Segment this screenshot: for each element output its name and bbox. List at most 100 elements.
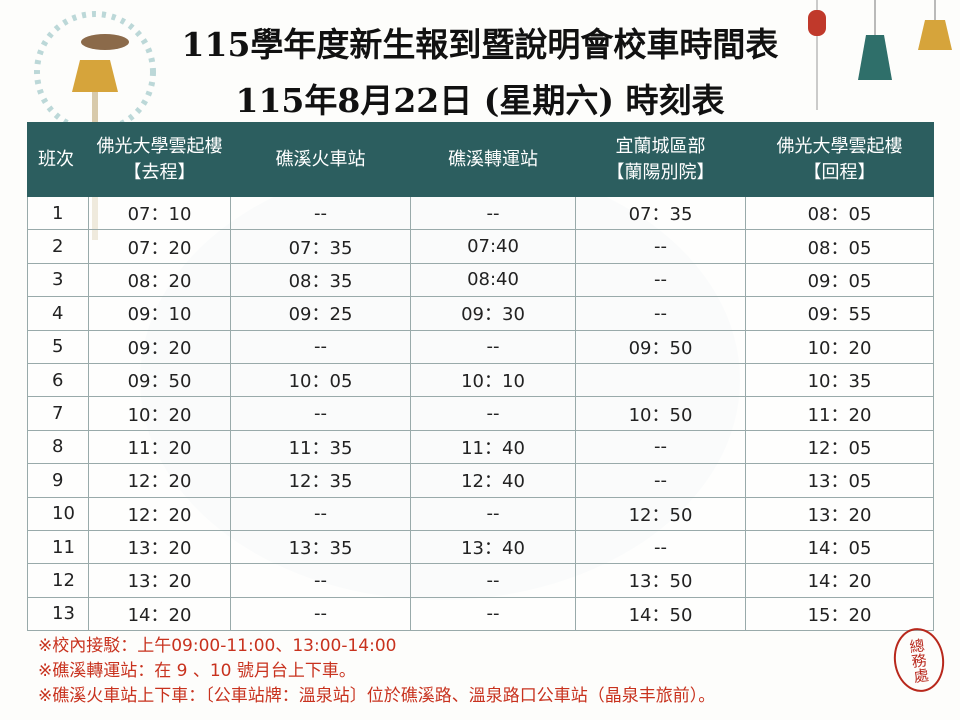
table-row: 12 13：20 -- -- 13：50 14：20 <box>27 563 934 598</box>
table-row: 11 13：20 13：35 13：40 -- 14：05 <box>27 529 934 565</box>
header-line: 【蘭陽別院】 <box>606 161 715 183</box>
table-cell: 2 <box>27 229 89 264</box>
table-cell: 12：50 <box>575 496 746 531</box>
table-cell: -- <box>410 195 576 231</box>
table-cell: -- <box>410 596 576 632</box>
table-cell: 9 <box>27 463 89 498</box>
table-cell: 13：05 <box>745 463 934 498</box>
table-row: 1 07：10 -- -- 07：35 08：05 <box>27 195 934 231</box>
table-cell: -- <box>575 229 746 264</box>
table-cell: 09：10 <box>88 296 231 331</box>
table-cell: 09：30 <box>410 296 576 331</box>
table-cell: -- <box>410 563 576 598</box>
table-row: 8 11：20 11：35 11：40 -- 12：05 <box>27 429 934 465</box>
column-header: 礁溪轉運站 <box>410 122 576 197</box>
table-cell: 10：10 <box>410 362 576 398</box>
table-cell: 5 <box>27 329 89 364</box>
table-cell: -- <box>575 296 746 331</box>
table-cell: 11：20 <box>88 429 231 465</box>
table-cell: 08:40 <box>410 262 576 298</box>
table-cell: 10 <box>27 496 89 531</box>
header-row: 班次 佛光大學雲起樓 【去程】 礁溪火車站 礁溪轉運站 宜蘭城區部 【蘭陽別院】 佛光大學雲起… <box>27 122 934 197</box>
table-cell: 12：20 <box>88 496 231 531</box>
subtitle: 115年8月22日 (星期六) 時刻表 <box>235 81 725 120</box>
table-cell: -- <box>410 329 576 364</box>
table-cell <box>575 362 746 398</box>
title: 115學年度新生報到暨說明會校車時間表 <box>181 25 779 64</box>
table-cell: -- <box>230 329 411 364</box>
table-cell: 07：35 <box>230 229 411 264</box>
column-header: 班次 <box>27 122 89 197</box>
table-cell: 4 <box>27 296 89 331</box>
table-row: 4 09：10 09：25 09：30 -- 09：55 <box>27 296 934 331</box>
note: ※礁溪轉運站：在 9 、10 號月台上下車。 <box>38 661 356 681</box>
header-line: 礁溪火車站 <box>275 148 366 170</box>
note: ※礁溪火車站上下車：〔公車站牌：溫泉站〕位於礁溪路、溫泉路口公車站（晶泉丰旅前）… <box>38 686 716 706</box>
table-cell: 14：20 <box>88 596 231 632</box>
header-line: 【回程】 <box>803 161 876 183</box>
table-cell: -- <box>575 529 746 565</box>
table-cell: 07：10 <box>88 195 231 231</box>
table-row: 10 12：20 -- -- 12：50 13：20 <box>27 496 934 531</box>
table-cell: 6 <box>27 362 89 398</box>
table-cell: 09：05 <box>745 262 934 298</box>
table-cell: 07：35 <box>575 195 746 231</box>
table-cell: 10：20 <box>88 396 231 431</box>
table-cell: 09：55 <box>745 296 934 331</box>
table-cell: 10：35 <box>745 362 934 398</box>
table-cell: 11：20 <box>745 396 934 431</box>
table-cell: 13：20 <box>88 563 231 598</box>
table-cell: 14：50 <box>575 596 746 632</box>
table-cell: 11：40 <box>410 429 576 465</box>
column-header: 佛光大學雲起樓 【去程】 <box>88 122 231 197</box>
table-cell: 12：20 <box>88 463 231 498</box>
table-cell: 08：05 <box>745 229 934 264</box>
table-cell: 12：05 <box>745 429 934 465</box>
table-cell: 14：20 <box>745 563 934 598</box>
table-cell: 09：20 <box>88 329 231 364</box>
header-line: 佛光大學雲起樓 <box>776 135 903 157</box>
header-line: 佛光大學雲起樓 <box>96 135 223 157</box>
table-row: 13 14：20 -- -- 14：50 15：20 <box>27 596 934 632</box>
column-header: 宜蘭城區部【蘭陽別院】 <box>575 122 746 197</box>
table-cell: 09：50 <box>88 362 231 398</box>
table-cell: 10：50 <box>575 396 746 431</box>
column-header: 礁溪火車站 <box>230 122 411 197</box>
table-cell: -- <box>410 396 576 431</box>
table-cell: 08：35 <box>230 262 411 298</box>
table-row: 7 10：20 -- -- 10：50 11：20 <box>27 396 934 431</box>
table-cell: 7 <box>27 396 89 431</box>
header-line: 班次 <box>38 148 74 170</box>
header-line: 礁溪轉運站 <box>448 148 538 170</box>
table-cell: 13：35 <box>230 529 411 565</box>
table-cell: -- <box>575 262 746 298</box>
header-line: 【去程】 <box>123 161 196 183</box>
table-cell: -- <box>575 429 746 465</box>
table-cell: 08：05 <box>745 195 934 231</box>
table-row: 3 08：20 08：35 08:40 -- 09：05 <box>27 262 934 298</box>
table-cell: 13：20 <box>745 496 934 531</box>
table-row: 6 09：50 10：05 10：10 10：35 <box>27 362 934 398</box>
table-cell: 10：20 <box>745 329 934 364</box>
notes: ※校內接駁：上午09:00-11:00、13:00-14:00 ※礁溪轉運站：在 … <box>38 634 715 709</box>
table-cell: 09：50 <box>575 329 746 364</box>
table-cell: 12 <box>27 563 89 598</box>
table-body: 1 07：10 -- -- 07：35 08：05 2 07：20 07：35 07:40 -- 08… <box>27 195 934 632</box>
table-cell: 3 <box>27 262 89 298</box>
table-cell: 07：20 <box>88 229 231 264</box>
table-row: 2 07：20 07：35 07:40 -- 08：05 <box>27 229 934 264</box>
table-cell: -- <box>230 396 411 431</box>
note: ※校內接駁：上午09:00-11:00、13:00-14:00 <box>38 636 397 656</box>
table-cell: 11：35 <box>230 429 411 465</box>
table-cell: 13：50 <box>575 563 746 598</box>
table-cell: -- <box>230 195 411 231</box>
column-header: 佛光大學雲起樓 【回程】 <box>745 122 934 197</box>
table-cell: 08：20 <box>88 262 231 298</box>
table-cell: 09：25 <box>230 296 411 331</box>
table-cell: 12：40 <box>410 463 576 498</box>
table-cell: -- <box>230 596 411 632</box>
table-cell: 12：35 <box>230 463 411 498</box>
table-cell: -- <box>230 563 411 598</box>
header-line: 宜蘭城區部 <box>615 135 706 157</box>
table-cell: 14：05 <box>745 529 934 565</box>
